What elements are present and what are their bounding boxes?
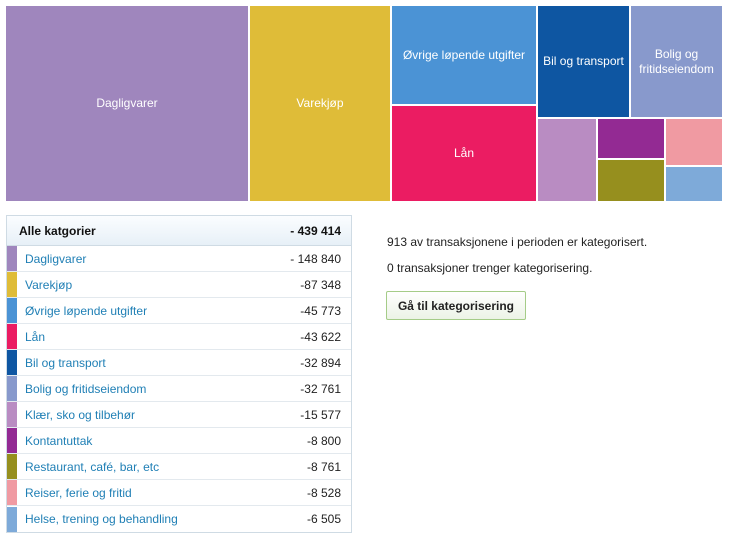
tile-label: Dagligvarer bbox=[96, 96, 158, 110]
category-color-swatch bbox=[7, 272, 17, 297]
treemap-tile-restaurant[interactable] bbox=[598, 160, 664, 201]
table-row: Øvrige løpende utgifter -45 773 bbox=[7, 298, 351, 324]
category-amount: -8 528 bbox=[306, 485, 341, 500]
category-link[interactable]: Reiser, ferie og fritid bbox=[25, 485, 132, 500]
category-link[interactable]: Lån bbox=[25, 329, 46, 344]
table-row: Klær, sko og tilbehør -15 577 bbox=[7, 402, 351, 428]
category-treemap: Dagligvarer Varekjøp Øvrige løpende utgi… bbox=[0, 0, 729, 210]
category-color-swatch bbox=[7, 298, 17, 323]
treemap-tile-varekjop[interactable]: Varekjøp bbox=[250, 6, 390, 201]
category-amount: -87 348 bbox=[300, 277, 341, 292]
category-link[interactable]: Dagligvarer bbox=[25, 251, 87, 266]
category-color-swatch bbox=[7, 324, 17, 349]
tile-label: Lån bbox=[453, 146, 475, 160]
category-amount: -32 894 bbox=[300, 355, 341, 370]
category-link[interactable]: Varekjøp bbox=[25, 277, 73, 292]
table-row: Helse, trening og behandling -6 505 bbox=[7, 506, 351, 532]
table-row: Lån -43 622 bbox=[7, 324, 351, 350]
category-color-swatch bbox=[7, 480, 17, 505]
treemap-tile-klaer[interactable] bbox=[538, 119, 596, 201]
category-amount: - 148 840 bbox=[290, 251, 341, 266]
uncategorized-count-text: 0 transaksjoner trenger kategorisering. bbox=[387, 261, 593, 275]
tile-label: Varekjøp bbox=[296, 96, 344, 110]
category-color-swatch bbox=[7, 454, 17, 479]
category-color-swatch bbox=[7, 428, 17, 453]
table-header: Alle katgorier - 439 414 bbox=[7, 216, 351, 246]
table-row: Restaurant, café, bar, etc -8 761 bbox=[7, 454, 351, 480]
total-value: - 439 414 bbox=[290, 223, 341, 238]
treemap-tile-bil[interactable]: Bil og transport bbox=[538, 6, 629, 117]
category-amount: -45 773 bbox=[300, 303, 341, 318]
category-link[interactable]: Restaurant, café, bar, etc bbox=[25, 459, 160, 474]
category-color-swatch bbox=[7, 402, 17, 427]
category-color-swatch bbox=[7, 376, 17, 401]
treemap-tile-lan[interactable]: Lån bbox=[392, 106, 536, 201]
category-color-swatch bbox=[7, 506, 17, 532]
table-row: Dagligvarer - 148 840 bbox=[7, 246, 351, 272]
category-color-swatch bbox=[7, 350, 17, 375]
category-amount: -6 505 bbox=[306, 512, 341, 526]
category-amount: -8 761 bbox=[306, 459, 341, 474]
table-row: Bolig og fritidseiendom -32 761 bbox=[7, 376, 351, 402]
category-amount: -15 577 bbox=[300, 407, 341, 422]
tile-label: Bolig og fritidseiendom bbox=[639, 46, 714, 76]
category-amount: -8 800 bbox=[306, 433, 341, 448]
category-link[interactable]: Helse, trening og behandling bbox=[25, 512, 178, 526]
category-link[interactable]: Øvrige løpende utgifter bbox=[25, 303, 148, 318]
treemap-tile-helse[interactable] bbox=[666, 167, 722, 201]
tile-label: Bil og transport bbox=[543, 54, 624, 68]
table-row: Varekjøp -87 348 bbox=[7, 272, 351, 298]
tile-label: Øvrige løpende utgifter bbox=[402, 47, 526, 62]
treemap-tile-reiser[interactable] bbox=[666, 119, 722, 165]
table-row: Reiser, ferie og fritid -8 528 bbox=[7, 480, 351, 506]
all-categories-label: Alle katgorier bbox=[19, 223, 96, 238]
go-to-categorization-button[interactable]: Gå til kategorisering bbox=[386, 291, 526, 320]
categorized-count-text: 913 av transaksjonene i perioden er kate… bbox=[387, 235, 648, 249]
categorization-info: 913 av transaksjonene i perioden er kate… bbox=[387, 235, 647, 287]
category-color-swatch bbox=[7, 246, 17, 271]
category-link[interactable]: Bolig og fritidseiendom bbox=[25, 381, 147, 396]
table-row: Kontantuttak -8 800 bbox=[7, 428, 351, 454]
treemap-tile-dagligvarer[interactable]: Dagligvarer bbox=[6, 6, 248, 201]
category-amount: -43 622 bbox=[300, 329, 341, 344]
category-summary-table: Alle katgorier - 439 414 Dagligvarer - 1… bbox=[6, 215, 352, 533]
treemap-tile-bolig[interactable]: Bolig og fritidseiendom bbox=[631, 6, 722, 117]
category-link[interactable]: Bil og transport bbox=[25, 355, 106, 370]
category-amount: -32 761 bbox=[300, 381, 341, 396]
category-link[interactable]: Klær, sko og tilbehør bbox=[25, 407, 136, 422]
treemap-tile-kontantuttak[interactable] bbox=[598, 119, 664, 158]
table-row: Bil og transport -32 894 bbox=[7, 350, 351, 376]
category-link[interactable]: Kontantuttak bbox=[25, 433, 93, 448]
treemap-tile-ovrige[interactable]: Øvrige løpende utgifter bbox=[392, 6, 536, 104]
